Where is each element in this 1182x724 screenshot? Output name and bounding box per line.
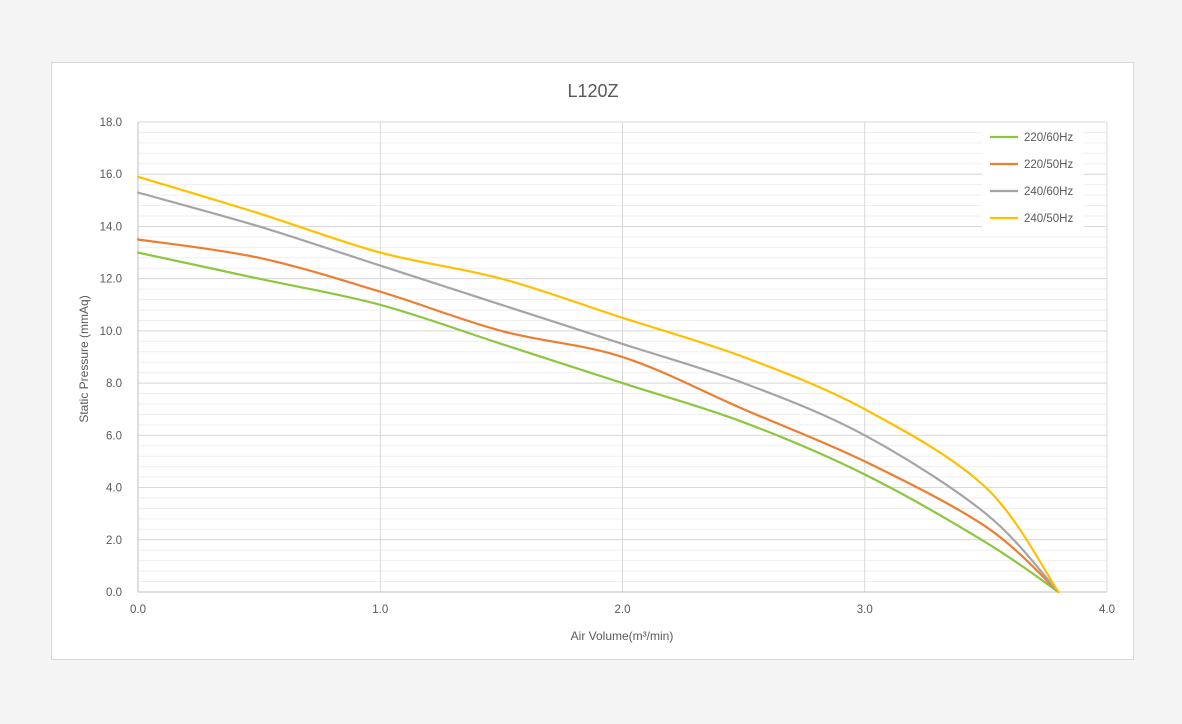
x-tick-label: 0.0 xyxy=(130,604,146,616)
chart-title: L120Z xyxy=(567,81,618,101)
x-axis-title: Air Volume(m³/min) xyxy=(571,629,674,643)
x-tick-label: 2.0 xyxy=(615,604,631,616)
legend-label: 220/50Hz xyxy=(1024,159,1073,171)
y-tick-label: 16.0 xyxy=(100,169,122,181)
y-tick-label: 10.0 xyxy=(100,326,122,338)
y-axis-title: Static Pressure (mmAq) xyxy=(77,295,91,422)
chart-panel: L120Z 0.0 1.0 2.0 3.0 4.0 0.0 2.0 4.0 6.0 8.0 10.… xyxy=(51,62,1134,660)
y-tick-label: 2.0 xyxy=(106,535,122,547)
y-tick-label: 4.0 xyxy=(106,483,122,495)
series-lines xyxy=(136,175,1060,594)
x-tick-label: 4.0 xyxy=(1099,604,1115,616)
y-tick-label: 6.0 xyxy=(106,430,122,442)
x-tick-label: 3.0 xyxy=(857,604,873,616)
series-line xyxy=(136,175,1060,594)
y-tick-label: 0.0 xyxy=(106,587,122,599)
y-tick-label: 12.0 xyxy=(100,274,122,286)
legend-label: 240/50Hz xyxy=(1024,213,1073,225)
x-tick-label: 1.0 xyxy=(372,604,388,616)
y-tick-labels: 0.0 2.0 4.0 6.0 8.0 10.0 12.0 14.0 16.0 18.0 xyxy=(100,117,122,599)
series-line xyxy=(136,251,1060,594)
y-tick-label: 18.0 xyxy=(100,117,122,129)
legend-label: 220/60Hz xyxy=(1024,132,1073,144)
y-tick-label: 8.0 xyxy=(106,378,122,390)
series-line xyxy=(136,238,1060,594)
line-chart: L120Z 0.0 1.0 2.0 3.0 4.0 0.0 2.0 4.0 6.0 8.0 10.… xyxy=(77,81,1115,643)
y-tick-label: 14.0 xyxy=(100,221,122,233)
x-tick-labels: 0.0 1.0 2.0 3.0 4.0 xyxy=(130,604,1115,616)
legend-label: 240/60Hz xyxy=(1024,186,1073,198)
legend-background xyxy=(982,127,1084,233)
legend: 220/60Hz 220/50Hz 240/60Hz 240/50Hz xyxy=(982,127,1084,233)
axes xyxy=(137,122,1107,593)
series-line xyxy=(136,191,1060,594)
